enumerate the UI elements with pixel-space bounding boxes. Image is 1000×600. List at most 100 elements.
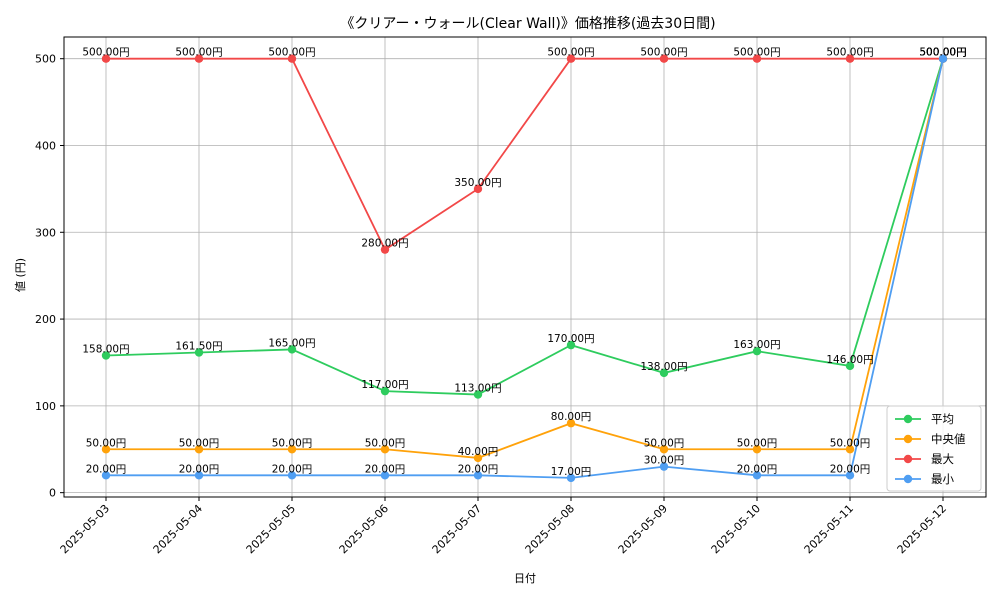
series-line-最小 (106, 58, 944, 479)
data-point (752, 445, 762, 454)
data-label: 20.00円 (365, 463, 406, 475)
data-label: 158.00円 (82, 344, 129, 356)
data-point (566, 473, 576, 483)
y-tick-label: 400 (35, 139, 56, 152)
data-label: 138.00円 (640, 361, 687, 373)
x-tick-label: 2025-05-06 (337, 502, 391, 556)
data-label: 500.00円 (919, 47, 966, 59)
x-tick-label: 2025-05-05 (244, 502, 298, 556)
legend-box (886, 405, 982, 492)
data-point (845, 54, 855, 63)
data-label: 40.00円 (458, 446, 499, 458)
data-label: 50.00円 (86, 437, 127, 449)
series-line-最大 (106, 57, 943, 251)
data-point (566, 340, 576, 350)
data-point (194, 445, 204, 454)
y-tick-label: 200 (35, 313, 56, 326)
data-point (845, 361, 855, 371)
data-label: 50.00円 (830, 437, 871, 449)
data-label: 500.00円 (826, 47, 873, 59)
legend-entry-label: 最小 (931, 472, 954, 486)
data-point (194, 471, 204, 480)
chart-title: 《クリアー・ウォール(Clear Wall)》価格推移(過去30日間) (340, 16, 715, 32)
legend-entry-label: 最大 (931, 452, 954, 466)
data-label: 350.00円 (454, 177, 501, 189)
data-label: 20.00円 (86, 463, 127, 475)
data-point (752, 346, 762, 356)
data-point (752, 54, 762, 63)
data-label: 500.00円 (268, 47, 315, 59)
x-tick-label: 2025-05-03 (58, 502, 112, 556)
data-label: 500.00円 (919, 47, 966, 59)
data-label: 20.00円 (272, 463, 313, 475)
data-point (101, 54, 111, 63)
data-point (938, 54, 948, 63)
data-label: 50.00円 (179, 437, 220, 449)
plot-frame (63, 36, 987, 498)
y-tick-label: 500 (35, 53, 56, 66)
data-point (845, 471, 855, 480)
data-label: 50.00円 (365, 437, 406, 449)
series-line-中央値 (106, 58, 944, 459)
data-label: 113.00円 (454, 383, 501, 395)
data-point (473, 390, 483, 399)
data-label: 20.00円 (458, 463, 499, 475)
data-label: 500.00円 (547, 47, 594, 59)
data-label: 117.00円 (361, 379, 408, 391)
data-label: 500.00円 (640, 47, 687, 59)
data-point (101, 351, 111, 360)
legend-swatch-marker (903, 474, 913, 484)
data-point (659, 462, 669, 471)
legend-swatch-marker (903, 434, 913, 444)
data-point (380, 445, 390, 454)
data-label: 50.00円 (737, 437, 778, 449)
data-label: 20.00円 (737, 463, 778, 475)
x-tick-label: 2025-05-09 (616, 502, 670, 556)
data-point (380, 471, 390, 480)
data-point (287, 445, 297, 454)
data-point (194, 54, 204, 63)
grid (64, 37, 986, 497)
x-tick-label: 2025-05-10 (709, 502, 763, 556)
data-label: 30.00円 (644, 455, 685, 467)
data-point (566, 419, 576, 428)
data-point (101, 471, 111, 480)
legend-entry-label: 平均 (931, 412, 954, 426)
x-tick-label: 2025-05-12 (895, 502, 949, 556)
data-point (380, 386, 390, 396)
data-point (287, 54, 297, 63)
data-point (101, 445, 111, 454)
y-tick-label: 100 (35, 400, 56, 413)
data-label: 170.00円 (547, 333, 594, 345)
data-point (659, 54, 669, 63)
y-tick-label: 0 (49, 487, 56, 500)
x-tick-label: 2025-05-08 (523, 502, 577, 556)
y-tick-label: 300 (35, 226, 56, 239)
x-tick-label: 2025-05-04 (151, 502, 205, 556)
x-tick-label: 2025-05-07 (430, 502, 484, 556)
data-label: 500.00円 (175, 47, 222, 59)
data-point (287, 345, 297, 354)
data-label: 80.00円 (551, 411, 592, 423)
data-label: 161.50円 (175, 340, 222, 352)
data-point (380, 245, 390, 254)
data-labels: 158.00円 161.50円 165.00円 117.00円 113.00円 170.0… (82, 47, 966, 478)
legend-swatch-marker (903, 414, 913, 424)
data-point (566, 54, 576, 63)
data-point (473, 471, 483, 480)
data-label: 17.00円 (551, 466, 592, 478)
data-label: 500.00円 (919, 47, 966, 59)
data-point (659, 445, 669, 454)
data-label: 50.00円 (644, 437, 685, 449)
data-point (845, 445, 855, 454)
data-label: 280.00円 (361, 238, 408, 250)
data-label: 50.00円 (272, 437, 313, 449)
axes: 0 100 200 300 400 500 2025-05-03 2025-05-04 2025… (35, 36, 987, 556)
legend-swatch-marker (903, 454, 913, 464)
data-label: 500.00円 (82, 47, 129, 59)
y-axis-label: 値 (円) (14, 258, 27, 292)
data-point (659, 368, 669, 378)
